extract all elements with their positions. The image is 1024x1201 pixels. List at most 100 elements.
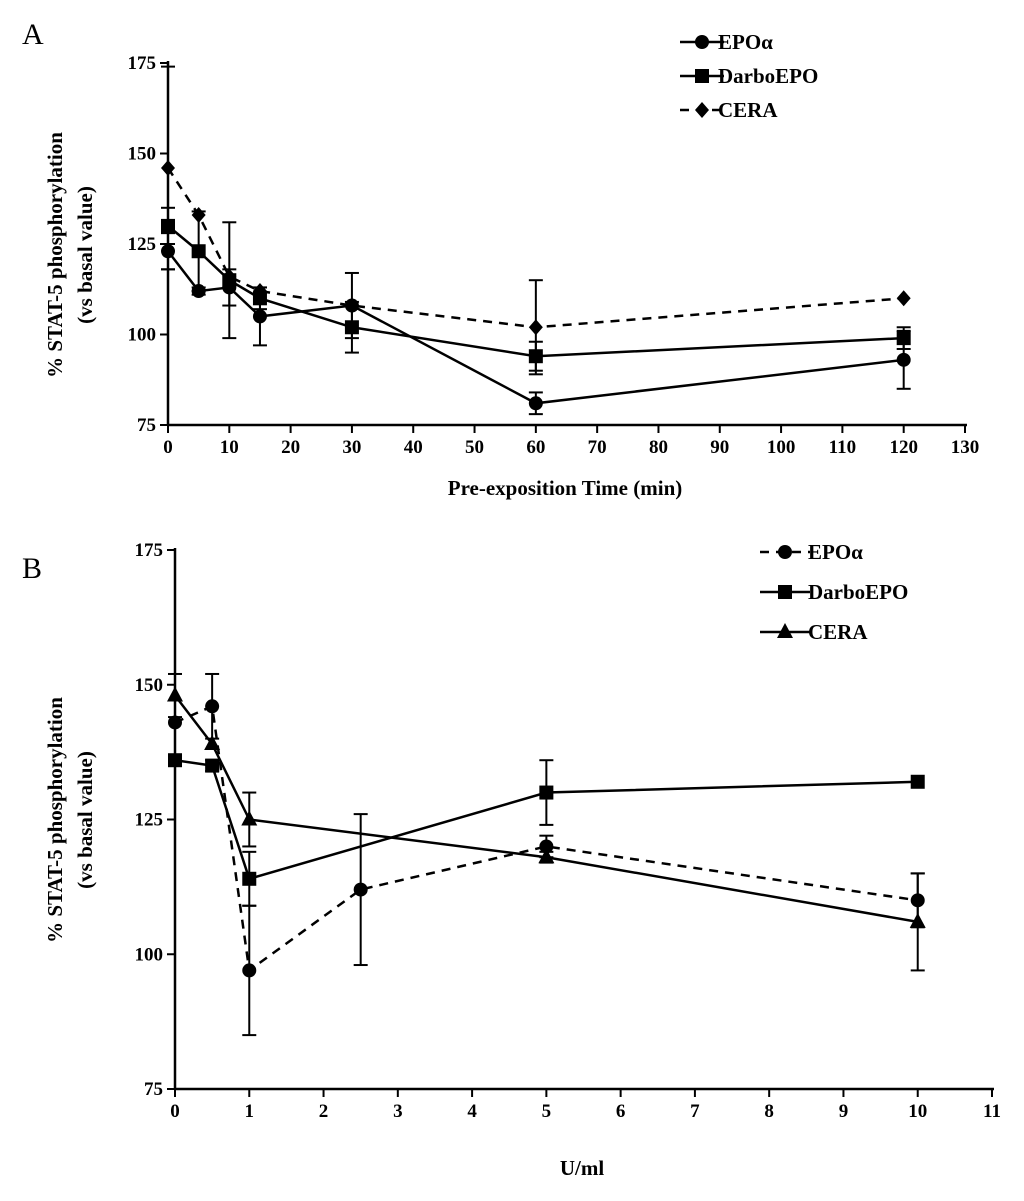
- x-axis-title-a: Pre-exposition Time (min): [448, 476, 683, 500]
- data-point-cera-b: [241, 810, 258, 826]
- data-point-cera-b: [538, 848, 555, 864]
- x-tick-label-b: 3: [393, 1101, 403, 1122]
- data-point-epo-b: [242, 963, 257, 978]
- legend-marker-darboepo-a: [695, 69, 709, 83]
- legend-entry-epo-b: EPOα: [760, 540, 863, 564]
- x-tick-label-b: 4: [467, 1101, 477, 1122]
- plot-area-b: [167, 672, 926, 1037]
- y-tick-label-a: 100: [128, 325, 157, 346]
- legend-label-darboepo-a: DarboEPO: [718, 64, 818, 88]
- x-tick-label-a: 110: [829, 437, 856, 458]
- series-cera-b: [167, 672, 926, 972]
- x-axis-title-b: U/ml: [560, 1156, 604, 1180]
- chart-panel-a: A % STAT-5 phosphorylation (vs basal val…: [22, 18, 979, 500]
- legend-label-cera-b: CERA: [808, 620, 868, 644]
- legend-marker-cera-a: [695, 102, 709, 118]
- x-tick-label-b: 1: [245, 1101, 255, 1122]
- x-tick-label-a: 100: [767, 437, 796, 458]
- x-tick-label-a: 10: [220, 437, 239, 458]
- legend-entry-darboepo-a: DarboEPO: [680, 64, 818, 88]
- panel-label-a: A: [22, 18, 44, 51]
- data-point-cera-a: [344, 297, 359, 314]
- x-tick-label-b: 5: [542, 1101, 552, 1122]
- data-point-cera-a: [528, 319, 543, 336]
- y-axis-title-line2-a: (vs basal value): [73, 186, 97, 324]
- x-tick-label-b: 9: [839, 1101, 849, 1122]
- series-cera-a: [161, 65, 911, 376]
- data-point-darboepo-b: [168, 753, 182, 768]
- y-tick-label-a: 150: [128, 144, 157, 165]
- legend-a: EPOα DarboEPO CERA: [680, 30, 818, 122]
- x-tick-label-b: 8: [764, 1101, 774, 1122]
- legend-entry-epo-a: EPOα: [680, 30, 773, 54]
- legend-label-epo-a: EPOα: [718, 30, 773, 54]
- x-tick-label-b: 7: [690, 1101, 700, 1122]
- data-point-darboepo-a: [896, 331, 911, 346]
- y-axis-title-a: % STAT-5 phosphorylation (vs basal value…: [43, 132, 97, 378]
- data-point-epo-a: [896, 352, 911, 367]
- y-axis-title-line2-b: (vs basal value): [73, 751, 97, 889]
- series-darboepo-b: [168, 753, 925, 907]
- data-point-cera-a: [252, 283, 267, 300]
- legend-entry-cera-b: CERA: [760, 620, 868, 644]
- axes-b: 75 100 125 150 175 0 1 2 3 4 5 6 7 8 9 10 11: [135, 540, 1001, 1122]
- legend-entry-cera-a: CERA: [680, 98, 778, 122]
- x-tick-label-a: 40: [404, 437, 423, 458]
- y-tick-label-b: 150: [135, 675, 164, 696]
- legend-marker-epo-b: [778, 545, 792, 559]
- data-point-cera-b: [204, 735, 221, 751]
- legend-label-epo-b: EPOα: [808, 540, 863, 564]
- data-point-darboepo-a: [191, 244, 206, 259]
- data-point-cera-a: [222, 268, 237, 285]
- x-tick-label-a: 90: [710, 437, 729, 458]
- data-point-darboepo-b: [539, 785, 554, 800]
- data-point-cera-b: [167, 686, 183, 702]
- y-tick-label-b: 100: [135, 944, 164, 965]
- data-point-darboepo-b: [910, 774, 925, 789]
- y-tick-label-b: 175: [135, 540, 164, 561]
- data-point-cera-a: [191, 207, 206, 224]
- legend-label-cera-a: CERA: [718, 98, 778, 122]
- data-point-cera-a: [161, 159, 175, 176]
- data-point-darboepo-b: [205, 758, 220, 773]
- axes-a: 75 100 125 150 175 0 10 20 30 40 50 60 70 80 90 100 110 1…: [128, 53, 980, 458]
- legend-marker-epo-a: [695, 35, 709, 49]
- x-tick-label-a: 70: [588, 437, 607, 458]
- y-tick-label-b: 75: [144, 1079, 163, 1100]
- data-point-epo-b: [205, 699, 220, 714]
- y-tick-label-b: 125: [135, 810, 164, 831]
- legend-marker-darboepo-b: [778, 585, 792, 599]
- data-point-epo-b: [353, 882, 368, 897]
- x-tick-label-b: 2: [319, 1101, 329, 1122]
- plot-area-a: [161, 65, 911, 416]
- y-axis-title-line1-a: % STAT-5 phosphorylation: [43, 132, 67, 378]
- y-axis-title-line1-b: % STAT-5 phosphorylation: [43, 697, 67, 943]
- data-point-epo-a: [252, 309, 267, 324]
- y-tick-label-a: 175: [128, 53, 157, 74]
- legend-label-darboepo-b: DarboEPO: [808, 580, 908, 604]
- x-tick-label-a: 120: [889, 437, 918, 458]
- x-tick-label-b: 0: [170, 1101, 180, 1122]
- legend-b: EPOα DarboEPO CERA: [760, 540, 908, 644]
- y-tick-label-a: 75: [137, 415, 156, 436]
- x-tick-label-a: 60: [526, 437, 545, 458]
- x-tick-label-a: 0: [163, 437, 173, 458]
- x-tick-label-b: 10: [908, 1101, 927, 1122]
- data-point-epo-a: [528, 396, 543, 411]
- legend-marker-cera-b: [777, 623, 793, 638]
- chart-panel-b: B % STAT-5 phosphorylation (vs basal val…: [22, 540, 1001, 1180]
- data-point-darboepo-a: [344, 320, 359, 335]
- x-tick-label-a: 20: [281, 437, 300, 458]
- data-point-epo-b: [539, 839, 554, 854]
- y-axis-title-b: % STAT-5 phosphorylation (vs basal value…: [43, 697, 97, 943]
- y-tick-label-a: 125: [128, 234, 157, 255]
- x-tick-label-b: 11: [983, 1101, 1001, 1122]
- x-tick-label-a: 130: [951, 437, 980, 458]
- data-point-cera-b: [909, 912, 926, 928]
- data-point-epo-b: [168, 715, 182, 730]
- x-tick-label-a: 50: [465, 437, 484, 458]
- panel-label-b: B: [22, 552, 42, 585]
- data-point-cera-a: [896, 290, 911, 307]
- data-point-darboepo-b: [242, 871, 257, 886]
